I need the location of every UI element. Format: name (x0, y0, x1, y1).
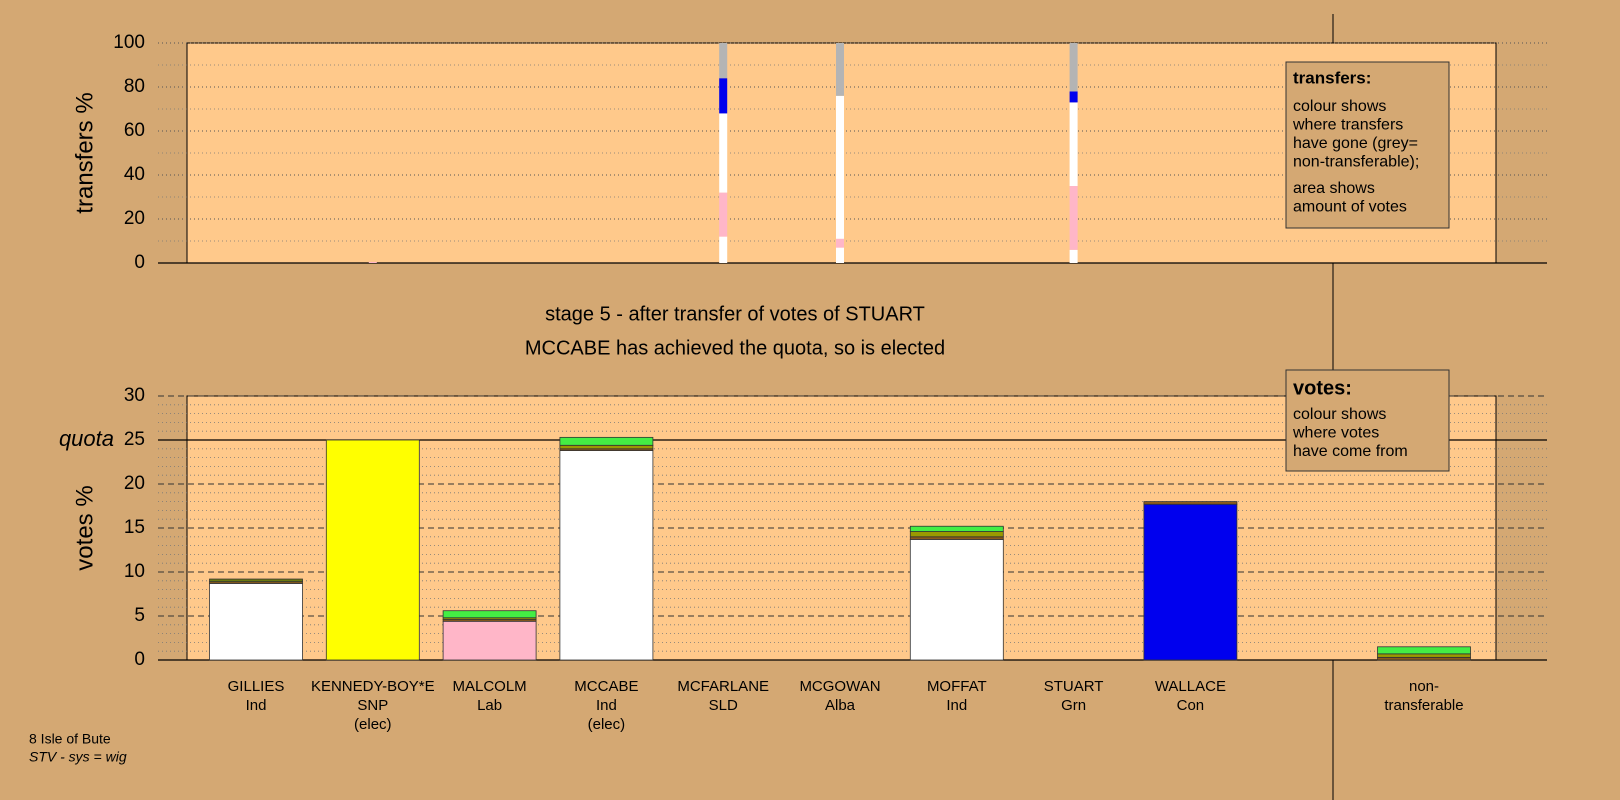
y-tick-label: 60 (124, 120, 145, 141)
bar-segment (1143, 501, 1238, 505)
y-tick-label: 100 (113, 32, 145, 53)
bar-segment (1069, 43, 1078, 92)
x-tick-label: Alba (825, 697, 856, 714)
bar-segment (719, 113, 728, 193)
bar-segment (719, 78, 728, 114)
y-tick-label: 40 (124, 164, 145, 185)
note-heading: votes: (1293, 377, 1352, 399)
bar-segment (559, 450, 654, 661)
bar-segment (1377, 646, 1471, 655)
x-tick-label: MCGOWAN (799, 678, 880, 695)
bar-segment (719, 43, 728, 79)
bar-segment (909, 525, 1004, 532)
x-tick-label: MCCABE (574, 678, 638, 695)
y-axis-label: transfers % (71, 92, 98, 213)
note-text: have gone (grey= (1293, 135, 1418, 152)
quota-label: quota (59, 426, 114, 451)
bar-segment (1069, 91, 1078, 103)
note-text: colour shows (1293, 98, 1386, 115)
y-tick-label: 15 (124, 517, 145, 538)
x-tick-label: KENNEDY-BOY*E (311, 678, 435, 695)
bar-segment (719, 192, 728, 237)
note-heading: transfers: (1293, 68, 1371, 87)
x-tick-label: Lab (477, 697, 502, 714)
bar-segment (1069, 186, 1078, 250)
note-text: area shows (1293, 180, 1375, 197)
note-box (1285, 369, 1450, 472)
bar-segment (209, 578, 303, 583)
bar-segment (325, 439, 420, 661)
bar-segment (836, 238, 844, 248)
y-tick-label: 0 (134, 252, 145, 273)
bar-segment (1069, 249, 1078, 263)
footer-system: STV - sys = wig (29, 749, 127, 765)
y-tick-label: 20 (124, 208, 145, 229)
x-tick-label: SLD (709, 697, 738, 714)
x-tick-label: non- (1409, 678, 1439, 695)
y-tick-label: 80 (124, 76, 145, 97)
note-box (1285, 61, 1450, 229)
bar-segment (559, 436, 654, 446)
x-tick-label: (elec) (588, 716, 626, 733)
bar-segment (909, 539, 1004, 661)
stage-title: stage 5 - after transfer of votes of STU… (545, 303, 925, 325)
x-tick-label: MCFARLANE (677, 678, 769, 695)
y-axis-label: votes % (71, 485, 98, 570)
y-tick-label: 30 (124, 385, 145, 406)
x-tick-label: GILLIES (228, 678, 285, 695)
bar-segment (1377, 653, 1471, 658)
bar-segment (442, 620, 537, 661)
x-tick-label: MALCOLM (453, 678, 527, 695)
y-tick-label: 5 (134, 605, 145, 626)
note-text: have come from (1293, 443, 1408, 460)
x-tick-label: WALLACE (1155, 678, 1226, 695)
bar-segment (1069, 102, 1078, 186)
note-text: where transfers (1292, 117, 1403, 134)
footer-area: 8 Isle of Bute (29, 731, 111, 747)
y-tick-label: 10 (124, 561, 145, 582)
x-tick-label: Ind (246, 697, 267, 714)
x-tick-label: Con (1177, 697, 1205, 714)
note-text: where votes (1292, 425, 1379, 442)
x-tick-label: (elec) (354, 716, 392, 733)
note-text: colour shows (1293, 406, 1386, 423)
x-tick-label: Ind (596, 697, 617, 714)
x-tick-label: transferable (1384, 697, 1463, 714)
bar-segment (209, 583, 303, 661)
x-tick-label: Ind (946, 697, 967, 714)
bar-segment (909, 531, 1004, 538)
x-tick-label: STUART (1044, 678, 1104, 695)
note-text: non-transferable); (1293, 154, 1419, 171)
bar-segment (442, 610, 537, 619)
note-text: amount of votes (1293, 199, 1407, 216)
stage-subtitle: MCCABE has achieved the quota, so is ele… (525, 337, 945, 359)
bar-segment (559, 444, 654, 450)
x-tick-label: MOFFAT (927, 678, 987, 695)
y-tick-label: 25 (124, 429, 145, 450)
bar-segment (368, 261, 377, 263)
bar-segment (836, 247, 844, 263)
y-tick-label: 0 (134, 649, 145, 670)
bar-segment (836, 95, 844, 239)
y-tick-label: 20 (124, 473, 145, 494)
x-tick-label: Grn (1061, 697, 1086, 714)
bar-segment (836, 43, 844, 96)
x-tick-label: SNP (357, 697, 388, 714)
bar-segment (719, 236, 728, 263)
bar-segment (1143, 503, 1238, 661)
